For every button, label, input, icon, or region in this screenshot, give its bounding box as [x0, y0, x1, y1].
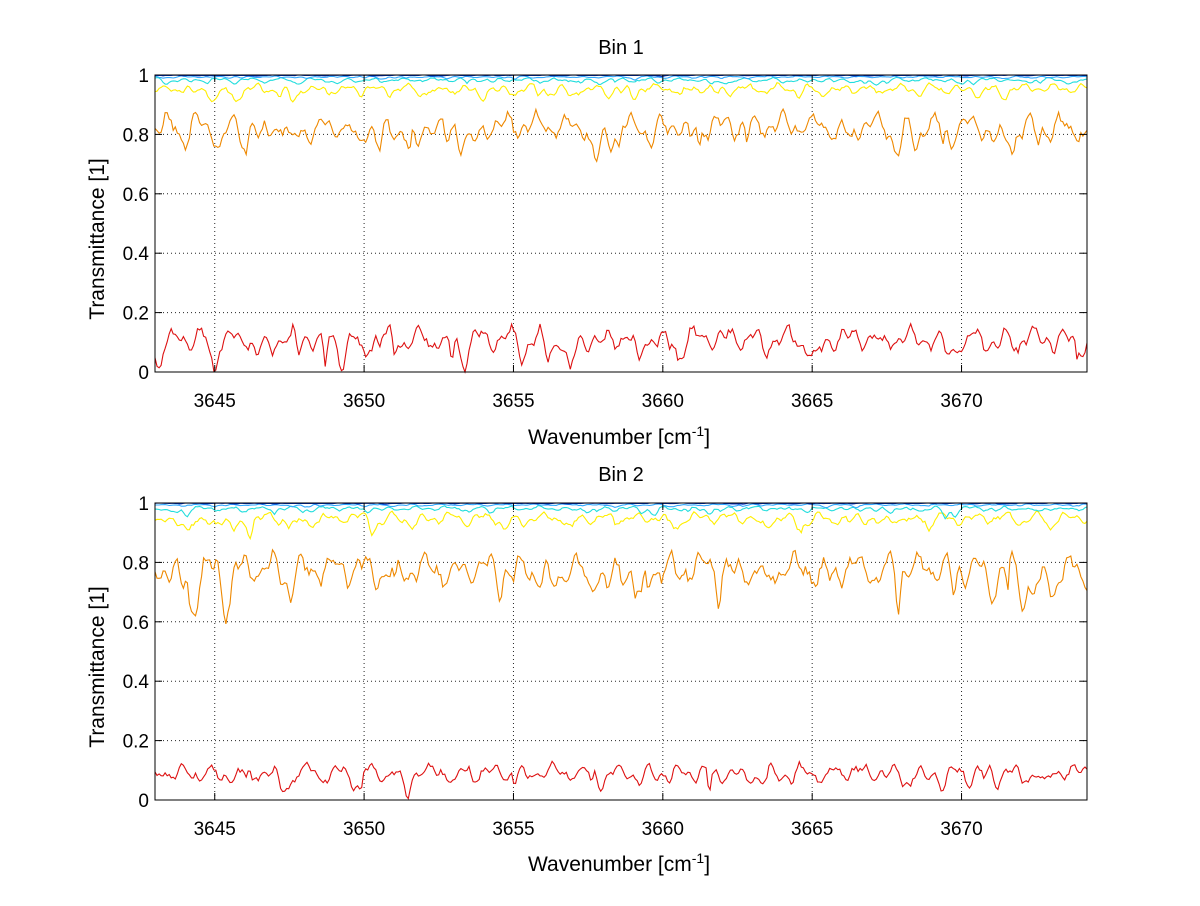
plot-area-frame — [154, 502, 1088, 801]
x-tick-label: 3660 — [642, 819, 684, 840]
plot-area-frame — [154, 74, 1088, 373]
y-tick-label: 0.4 — [123, 672, 150, 693]
x-tick-labels: 3645 3650 3655 3660 3665 3670 — [194, 75, 983, 412]
series-group — [154, 502, 1088, 801]
x-axis-label: Wavenumber [cm-1] — [528, 423, 710, 449]
grid — [155, 502, 1087, 801]
y-tick-label: 0.4 — [123, 244, 150, 265]
series-line — [154, 505, 1088, 520]
x-tick-label: 3650 — [343, 391, 385, 412]
y-tick-label: 0.8 — [123, 553, 149, 574]
y-tick-label: 0.8 — [123, 125, 149, 146]
series-line — [154, 107, 1088, 163]
y-tick-label: 0.2 — [123, 732, 149, 753]
series-line — [154, 548, 1088, 625]
chart-bin-2: Bin 2 3645 3650 3655 3660 3665 3670 0 0.2 0.4 0.… — [86, 464, 1088, 876]
x-tick-label: 3670 — [940, 391, 982, 412]
x-tick-label: 3645 — [194, 391, 236, 412]
series-line — [154, 759, 1088, 800]
grid — [155, 74, 1087, 373]
chart-title: Bin 2 — [598, 464, 644, 486]
y-tick-label: 0.2 — [123, 304, 149, 325]
x-tick-label: 3655 — [492, 819, 534, 840]
x-tick-label: 3665 — [791, 391, 833, 412]
x-tick-label: 3645 — [194, 819, 236, 840]
chart-title: Bin 1 — [598, 37, 644, 59]
y-tick-labels: 0 0.2 0.4 0.6 0.8 1 — [123, 66, 1087, 384]
y-tick-label: 1 — [138, 66, 149, 87]
series-line — [154, 82, 1088, 103]
y-axis-label: Transmittance [1] — [86, 158, 109, 319]
series-line — [154, 76, 1088, 86]
x-tick-label: 3670 — [940, 819, 982, 840]
y-tick-label: 0.6 — [123, 613, 149, 634]
y-tick-label: 0.6 — [123, 185, 149, 206]
x-tick-label: 3665 — [791, 819, 833, 840]
series-line — [154, 75, 1088, 81]
x-tick-label: 3655 — [492, 391, 534, 412]
y-tick-label: 1 — [138, 494, 149, 515]
x-tick-label: 3660 — [642, 391, 684, 412]
x-tick-label: 3650 — [343, 819, 385, 840]
series-line — [154, 510, 1088, 541]
series-group — [154, 74, 1088, 374]
x-tick-labels: 3645 3650 3655 3660 3665 3670 — [194, 503, 983, 840]
series-line — [155, 503, 1088, 509]
x-axis-label: Wavenumber [cm-1] — [528, 850, 710, 876]
y-tick-labels: 0 0.2 0.4 0.6 0.8 1 — [123, 494, 1087, 812]
chart-bin-1: Bin 1 3645 3650 3655 3660 3665 3670 0 0.2 0.4 0.… — [86, 37, 1088, 449]
series-line — [154, 322, 1088, 374]
y-tick-label: 0 — [138, 791, 149, 812]
y-axis-label: Transmittance [1] — [86, 586, 109, 747]
y-tick-label: 0 — [138, 363, 149, 384]
